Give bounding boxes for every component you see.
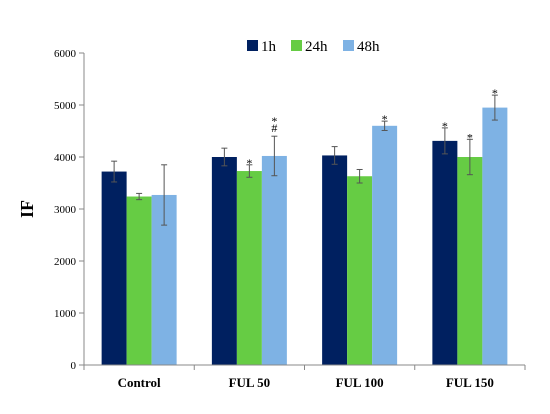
bar	[372, 125, 398, 365]
legend-swatch	[343, 40, 354, 51]
x-axis: Control FUL 50 FUL 100 FUL 150	[83, 364, 526, 390]
bar	[322, 155, 348, 365]
legend-swatch	[247, 40, 258, 51]
chart-legend: 1h 24h 48h	[247, 39, 380, 55]
y-tick-label: 0	[71, 360, 77, 372]
x-category-label: FUL 50	[229, 375, 271, 390]
y-tick-label: 1000	[54, 308, 77, 320]
y-tick-label: 2000	[54, 256, 77, 268]
significance-marker: *	[382, 112, 388, 126]
y-tick-label: 5000	[54, 100, 77, 112]
significance-marker: #	[271, 121, 277, 135]
significance-marker: *	[246, 156, 252, 170]
legend-label: 24h	[305, 39, 328, 55]
bar	[236, 171, 262, 365]
x-category-label: Control	[118, 375, 161, 390]
legend-label: 1h	[261, 39, 277, 55]
bar	[126, 196, 152, 365]
bar	[347, 176, 373, 365]
bars-group: *#* * ***	[101, 86, 508, 365]
significance-marker: *	[467, 130, 473, 144]
x-category-label: FUL 100	[336, 375, 384, 390]
significance-marker: *	[271, 114, 277, 128]
significance-marker: *	[442, 119, 448, 133]
bar	[432, 140, 458, 365]
y-tick-label: 3000	[54, 204, 77, 216]
significance-marker: *	[492, 86, 498, 100]
bar	[457, 157, 483, 365]
legend-swatch	[291, 40, 302, 51]
legend-label: 48h	[357, 39, 380, 55]
y-axis-label: IF	[17, 200, 37, 218]
bar	[261, 155, 287, 365]
x-category-label: FUL 150	[446, 375, 494, 390]
y-tick-label: 6000	[54, 48, 77, 60]
y-axis: 0 1000 2000 3000 4000 5000 6000	[54, 48, 85, 372]
bar	[101, 171, 127, 365]
bar	[211, 157, 237, 365]
y-tick-label: 4000	[54, 152, 77, 164]
bar	[482, 107, 508, 365]
